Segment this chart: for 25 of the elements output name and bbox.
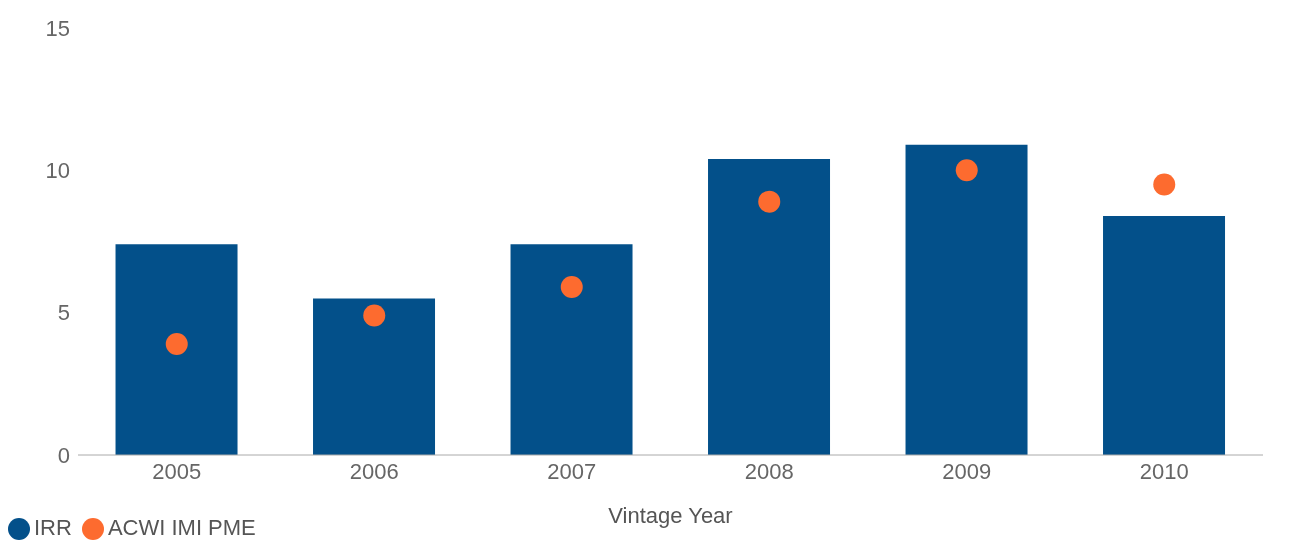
bar <box>313 298 436 455</box>
bar <box>510 244 633 455</box>
point <box>955 159 978 182</box>
point <box>560 276 583 299</box>
bar <box>905 144 1028 455</box>
x-tick-label: 2007 <box>547 458 597 484</box>
x-tick-label: 2008 <box>744 458 794 484</box>
point <box>165 332 188 355</box>
point <box>1153 173 1176 196</box>
point <box>758 190 781 213</box>
x-tick-label: 2005 <box>152 458 202 484</box>
x-tick-label: 2010 <box>1139 458 1189 484</box>
legend-label: IRR <box>34 515 72 540</box>
x-tick-label: 2006 <box>349 458 399 484</box>
bar <box>1103 215 1226 455</box>
bar <box>115 244 238 455</box>
y-tick-label: 0 <box>57 442 70 468</box>
bar <box>708 158 831 455</box>
y-tick-label: 10 <box>45 158 70 184</box>
x-tick-label: 2009 <box>942 458 992 484</box>
y-tick-label: 15 <box>45 15 70 41</box>
x-axis-title: Vintage Year <box>608 503 733 528</box>
legend-label: ACWI IMI PME <box>107 515 256 540</box>
point <box>363 304 386 327</box>
y-tick-label: 5 <box>57 300 70 326</box>
